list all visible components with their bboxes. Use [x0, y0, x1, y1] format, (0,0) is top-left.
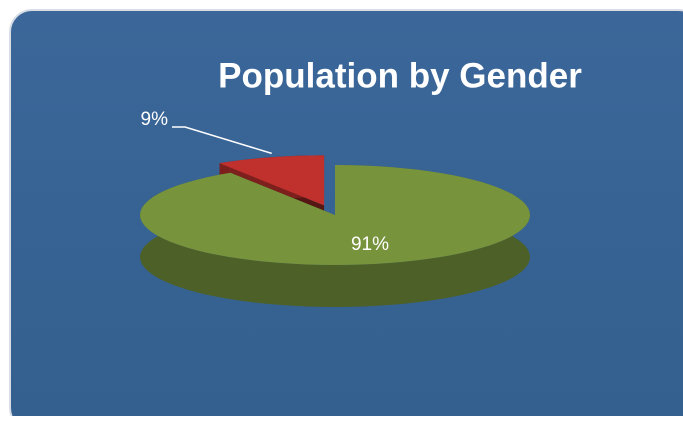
leader-line: [172, 126, 272, 155]
data-label: 91%: [351, 234, 389, 255]
slice: [140, 165, 530, 265]
slice: [219, 155, 325, 206]
chart-title: Population by Gender: [218, 56, 582, 95]
data-label: 9%: [141, 109, 169, 130]
pie: [140, 155, 530, 307]
